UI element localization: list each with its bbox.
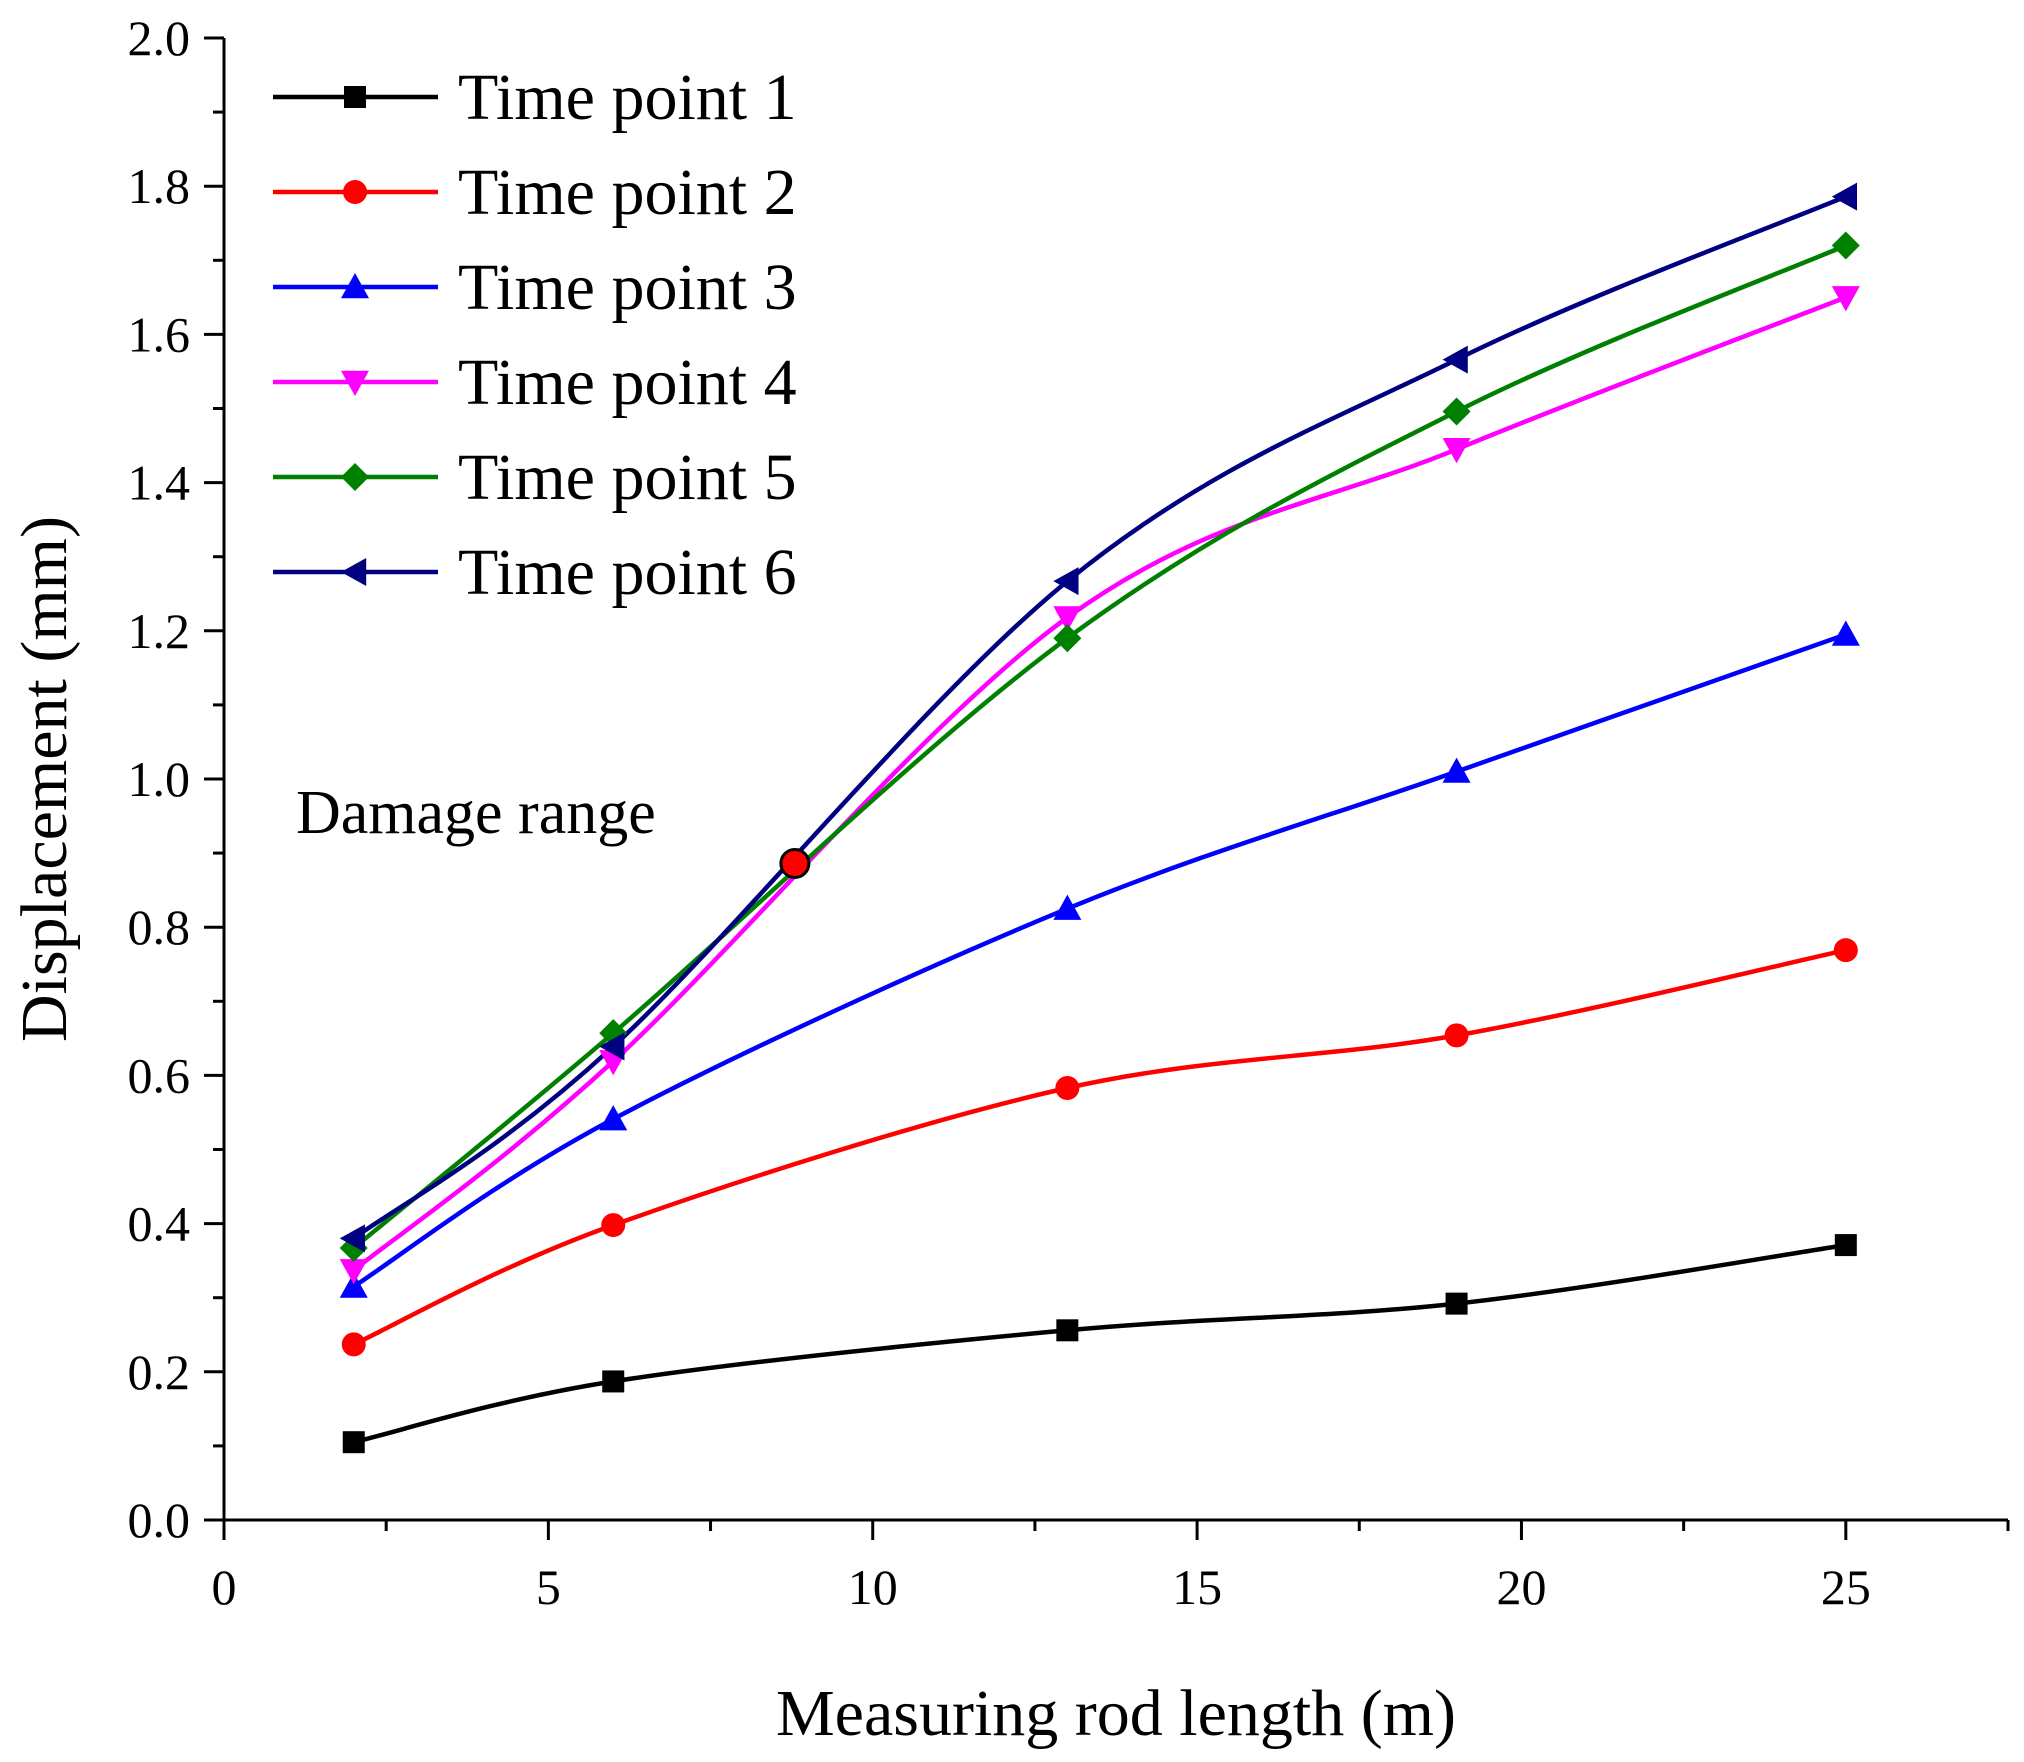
series-markers — [339, 182, 1860, 1454]
data-point-s4-3 — [1053, 606, 1082, 632]
data-point-s2-2 — [601, 1213, 626, 1238]
y-tick-label: 1.6 — [128, 306, 191, 362]
data-point-s6-3 — [1053, 567, 1079, 596]
data-point-s5-3 — [1053, 624, 1082, 653]
x-tick-label: 15 — [1172, 1559, 1222, 1615]
data-point-s1-2 — [602, 1370, 625, 1393]
data-point-s1-1 — [342, 1431, 365, 1454]
series-line-1 — [353, 1242, 1847, 1445]
y-tick-label: 1.4 — [128, 455, 191, 511]
y-tick-label: 1.2 — [128, 603, 191, 659]
data-point-s3-1 — [339, 1272, 368, 1298]
x-tick-label: 25 — [1821, 1559, 1871, 1615]
x-tick-label: 0 — [212, 1559, 237, 1615]
data-point-s3-5 — [1831, 620, 1860, 646]
data-point-s6-2 — [599, 1032, 625, 1061]
y-tick-label: 0.6 — [128, 1047, 191, 1103]
data-point-s4-1 — [339, 1259, 368, 1285]
y-tick-label: 0.8 — [128, 899, 191, 955]
data-point-s4-4 — [1442, 438, 1471, 464]
legend-label-2: Time point 2 — [458, 156, 797, 229]
legend-label-6: Time point 6 — [458, 536, 797, 609]
data-point-s3-2 — [599, 1105, 628, 1131]
y-tick-label: 0.0 — [128, 1492, 191, 1548]
data-point-s2-4 — [1444, 1023, 1469, 1048]
legend-marker-1 — [344, 86, 366, 108]
data-point-s4-5 — [1831, 286, 1860, 312]
y-axis-title: Displacement (mm) — [8, 516, 81, 1042]
x-tick-label: 20 — [1496, 1559, 1546, 1615]
legend-label-4: Time point 4 — [458, 346, 797, 419]
x-axis-title: Measuring rod length (m) — [776, 1677, 1456, 1750]
y-tick-label: 1.8 — [128, 158, 191, 214]
data-point-s6-1 — [339, 1224, 365, 1253]
series-line-4 — [352, 295, 1847, 1273]
data-point-s1-4 — [1445, 1292, 1468, 1315]
data-point-s6-5 — [1831, 182, 1858, 211]
y-tick-label: 2.0 — [128, 10, 191, 66]
damage-range-label: Damage range — [296, 779, 656, 847]
data-point-s1-5 — [1834, 1234, 1857, 1257]
data-point-s5-4 — [1442, 397, 1471, 426]
data-point-s5-5 — [1831, 231, 1860, 260]
data-point-s3-4 — [1442, 757, 1471, 783]
legend-marker-3 — [341, 273, 369, 299]
legend: Time point 1 Time point 2 Time point 3 Time… — [273, 61, 797, 609]
series-line-3 — [352, 632, 1847, 1289]
y-tick-label: 0.2 — [128, 1344, 191, 1400]
x-tick-label: 10 — [848, 1559, 898, 1615]
legend-label-1: Time point 1 — [458, 61, 797, 134]
data-point-s6-4 — [1442, 345, 1468, 374]
y-tick-label: 0.4 — [128, 1196, 191, 1252]
legend-label-5: Time point 5 — [458, 441, 797, 514]
legend-marker-6 — [341, 558, 367, 586]
x-tick-label: 5 — [536, 1559, 561, 1615]
legend-marker-4 — [341, 370, 369, 396]
legend-label-3: Time point 3 — [458, 251, 797, 324]
y-tick-label: 1.0 — [128, 751, 191, 807]
data-point-s2-1 — [341, 1332, 366, 1357]
damage-range-point — [779, 847, 811, 879]
legend-marker-2 — [343, 180, 367, 204]
data-point-s1-3 — [1056, 1319, 1079, 1342]
data-point-s2-5 — [1833, 938, 1858, 963]
annotations: Damage range — [296, 779, 811, 879]
data-point-s3-3 — [1053, 894, 1082, 920]
legend-marker-5 — [341, 463, 369, 491]
axes: 0 5 10 15 20 25 0.0 0.2 0.4 0.6 0.8 1.0 1.2 1.4 1.6 1.8… — [8, 10, 2010, 1750]
data-point-s2-3 — [1055, 1075, 1080, 1100]
series-line-2 — [352, 948, 1847, 1347]
